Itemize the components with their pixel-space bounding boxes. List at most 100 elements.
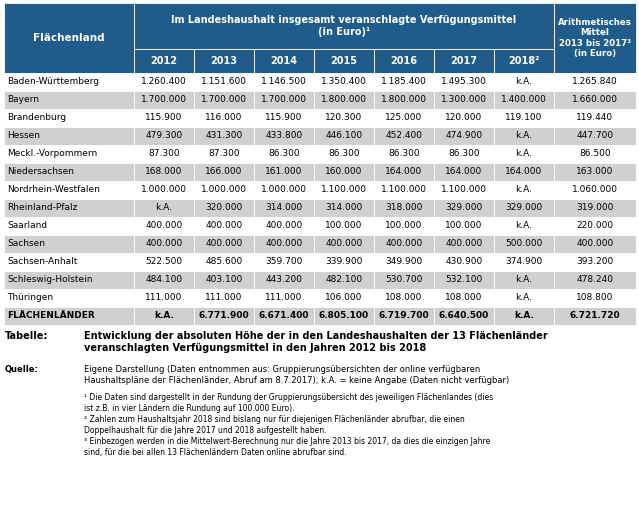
Bar xyxy=(134,199,194,217)
Text: 6.805.100: 6.805.100 xyxy=(319,311,369,321)
Bar xyxy=(4,145,134,163)
Bar xyxy=(134,235,194,253)
Text: 163.000: 163.000 xyxy=(576,168,613,176)
Bar xyxy=(194,235,254,253)
Bar xyxy=(374,307,434,325)
Bar xyxy=(374,145,434,163)
Bar xyxy=(254,49,314,73)
Bar xyxy=(4,73,134,91)
Text: Saarland: Saarland xyxy=(7,221,47,231)
Bar xyxy=(374,109,434,127)
Bar xyxy=(254,199,314,217)
Bar xyxy=(314,109,374,127)
Bar xyxy=(494,271,554,289)
Text: 108.000: 108.000 xyxy=(445,294,482,302)
Bar xyxy=(4,307,134,325)
Bar xyxy=(254,73,314,91)
Text: 320.000: 320.000 xyxy=(205,204,243,212)
Text: 1.100.000: 1.100.000 xyxy=(321,185,367,195)
Bar xyxy=(554,217,636,235)
Bar xyxy=(134,49,194,73)
Text: 359.700: 359.700 xyxy=(265,258,303,267)
Text: 86.300: 86.300 xyxy=(328,149,360,158)
Bar xyxy=(194,127,254,145)
Bar xyxy=(494,109,554,127)
Bar xyxy=(554,181,636,199)
Text: 474.900: 474.900 xyxy=(445,132,482,141)
Bar xyxy=(554,145,636,163)
Text: k.A.: k.A. xyxy=(155,204,173,212)
Text: 108.800: 108.800 xyxy=(576,294,613,302)
Bar xyxy=(434,127,494,145)
Bar xyxy=(254,91,314,109)
Text: 329.000: 329.000 xyxy=(445,204,482,212)
Text: Nordrhein-Westfalen: Nordrhein-Westfalen xyxy=(7,185,100,195)
Bar xyxy=(194,289,254,307)
Bar xyxy=(374,253,434,271)
Text: 484.100: 484.100 xyxy=(146,275,183,284)
Bar xyxy=(434,289,494,307)
Text: 1.000.000: 1.000.000 xyxy=(201,185,247,195)
Text: 400.000: 400.000 xyxy=(265,221,303,231)
Text: 2016: 2016 xyxy=(390,56,417,66)
Bar xyxy=(4,181,134,199)
Text: 430.900: 430.900 xyxy=(445,258,482,267)
Text: 478.240: 478.240 xyxy=(576,275,613,284)
Bar xyxy=(254,127,314,145)
Text: 6.719.700: 6.719.700 xyxy=(379,311,429,321)
Bar xyxy=(434,145,494,163)
Text: 400.000: 400.000 xyxy=(146,239,183,248)
Bar xyxy=(194,109,254,127)
Bar xyxy=(314,73,374,91)
Text: 86.300: 86.300 xyxy=(448,149,480,158)
Bar xyxy=(314,307,374,325)
Bar xyxy=(374,235,434,253)
Text: 1.060.000: 1.060.000 xyxy=(572,185,618,195)
Bar xyxy=(434,91,494,109)
Bar xyxy=(494,199,554,217)
Bar xyxy=(314,91,374,109)
Text: 87.300: 87.300 xyxy=(148,149,180,158)
Text: 86.300: 86.300 xyxy=(268,149,300,158)
Text: 6.771.900: 6.771.900 xyxy=(199,311,249,321)
Bar xyxy=(494,289,554,307)
Text: 1.300.000: 1.300.000 xyxy=(441,96,487,105)
Bar xyxy=(134,145,194,163)
Text: Brandenburg: Brandenburg xyxy=(7,113,66,122)
Text: 100.000: 100.000 xyxy=(385,221,422,231)
Text: ¹ Die Daten sind dargestellt in der Rundung der Gruppierungsübersicht des jeweil: ¹ Die Daten sind dargestellt in der Rund… xyxy=(84,393,493,413)
Text: 1.700.000: 1.700.000 xyxy=(141,96,187,105)
Bar xyxy=(134,253,194,271)
Bar xyxy=(134,3,554,49)
Text: k.A.: k.A. xyxy=(516,185,532,195)
Bar xyxy=(314,163,374,181)
Text: Sachsen: Sachsen xyxy=(7,239,45,248)
Text: 400.000: 400.000 xyxy=(265,239,303,248)
Bar xyxy=(254,253,314,271)
Bar xyxy=(254,289,314,307)
Text: 111.000: 111.000 xyxy=(145,294,183,302)
Bar xyxy=(134,307,194,325)
Text: 500.000: 500.000 xyxy=(505,239,543,248)
Bar xyxy=(374,271,434,289)
Text: 2015: 2015 xyxy=(330,56,357,66)
Bar xyxy=(4,109,134,127)
Bar xyxy=(4,217,134,235)
Text: k.A.: k.A. xyxy=(516,78,532,86)
Bar xyxy=(374,217,434,235)
Text: 166.000: 166.000 xyxy=(205,168,243,176)
Text: Tabelle:: Tabelle: xyxy=(5,331,49,341)
Bar xyxy=(134,109,194,127)
Bar xyxy=(314,235,374,253)
Bar xyxy=(194,253,254,271)
Text: Rheinland-Pfalz: Rheinland-Pfalz xyxy=(7,204,77,212)
Text: 111.000: 111.000 xyxy=(205,294,243,302)
Bar xyxy=(314,199,374,217)
Bar xyxy=(134,127,194,145)
Bar xyxy=(254,109,314,127)
Text: 400.000: 400.000 xyxy=(576,239,613,248)
Text: FLÄCHENLÄNDER: FLÄCHENLÄNDER xyxy=(7,311,95,321)
Text: 433.800: 433.800 xyxy=(265,132,303,141)
Bar xyxy=(554,235,636,253)
Text: 400.000: 400.000 xyxy=(445,239,482,248)
